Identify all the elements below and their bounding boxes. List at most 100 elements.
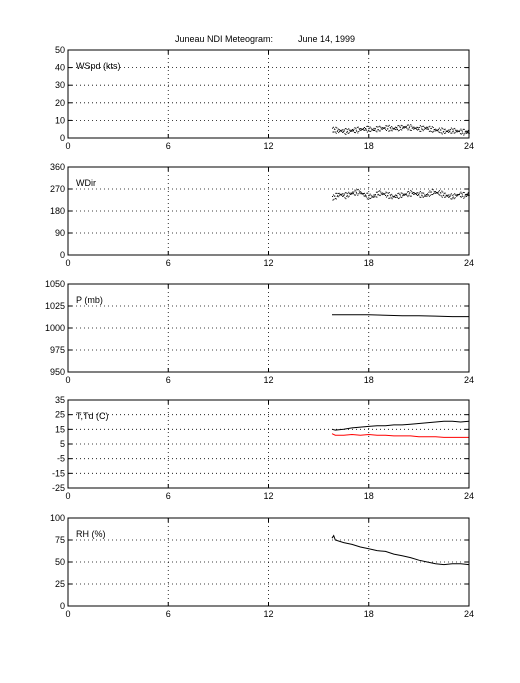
wdir-point (463, 197, 465, 199)
wdir-point (381, 193, 383, 195)
wdir-point (408, 193, 410, 195)
wdir-point (418, 192, 420, 194)
wspd-point (407, 129, 409, 131)
wdir-point (401, 192, 403, 194)
wspd-point (378, 126, 380, 128)
wspd-point (394, 128, 396, 130)
wdir-point (373, 196, 375, 198)
panel-label-wspd: WSpd (kts) (76, 61, 121, 71)
wspd-point (348, 128, 350, 130)
wspd-point (351, 130, 353, 132)
wspd-point (388, 130, 390, 132)
wdir-point (409, 191, 411, 193)
wspd-point (461, 131, 463, 133)
wspd-point (463, 128, 465, 130)
wdir-point (450, 193, 452, 195)
wspd-point (364, 127, 366, 129)
wspd-point (341, 130, 343, 132)
wdir-point (376, 196, 378, 198)
wspd-point (421, 128, 423, 130)
wspd-point (344, 133, 346, 135)
wdir-point (447, 195, 449, 197)
wdir-point (400, 196, 402, 198)
wdir-point (377, 193, 379, 195)
x-tick-label: 18 (364, 375, 374, 385)
wspd-point (460, 128, 462, 130)
wspd-point (385, 130, 387, 132)
wdir-point (372, 195, 374, 197)
wdir-point (458, 194, 460, 196)
wdir-point (408, 194, 410, 196)
wspd-point (405, 126, 407, 128)
wspd-point (390, 127, 392, 129)
panel-label-pressure: P (mb) (76, 295, 103, 305)
wspd-point (376, 131, 378, 133)
wspd-point (384, 127, 386, 129)
wdir-point (412, 192, 414, 194)
y-tick-label: -5 (57, 454, 65, 464)
wspd-point (431, 131, 433, 133)
wdir-point (355, 190, 357, 192)
wdir-point (445, 196, 447, 198)
wdir-point (372, 196, 374, 198)
wspd-point (347, 129, 349, 131)
wdir-point (454, 197, 456, 199)
wdir-point (342, 195, 344, 197)
wspd-point (392, 128, 394, 130)
wspd-point (357, 126, 359, 128)
wspd-point (372, 128, 374, 130)
wdir-point (406, 191, 408, 193)
wdir-point (432, 193, 434, 195)
wdir-point (351, 192, 353, 194)
wspd-point (353, 128, 355, 130)
wspd-point (367, 130, 369, 132)
wspd-point (341, 129, 343, 131)
wdir-point (447, 194, 449, 196)
wdir-point (456, 195, 458, 197)
wspd-point (376, 126, 378, 128)
wspd-point (441, 127, 443, 129)
wdir-point (358, 190, 360, 192)
wdir-point (356, 193, 358, 195)
wspd-point (413, 126, 415, 128)
wdir-point (354, 194, 356, 196)
x-tick-label: 12 (263, 258, 273, 268)
panel-ttd: 0 6 12 18 24 -25 -15 -5 5 15 25 35 T,Td (C) (52, 395, 474, 501)
wspd-point (334, 131, 336, 133)
wdir-point (350, 192, 352, 194)
wspd-point (350, 129, 352, 131)
wdir-point (407, 196, 409, 198)
wspd-point (450, 132, 452, 134)
wspd-point (332, 126, 334, 128)
wspd-point (381, 128, 383, 130)
wspd-point (389, 126, 391, 128)
wdir-point (370, 197, 372, 199)
wspd-point (422, 125, 424, 127)
y-tick-label: 20 (55, 98, 65, 108)
wdir-point (374, 194, 376, 196)
wspd-point (405, 125, 407, 127)
wspd-point (334, 128, 336, 130)
wdir-point (399, 193, 401, 195)
wspd-point (447, 131, 449, 133)
wspd-point (440, 129, 442, 131)
wspd-point (404, 126, 406, 128)
wdir-point (435, 192, 437, 194)
wdir-point (466, 195, 468, 197)
wdir-point (395, 196, 397, 198)
wdir-point (332, 199, 334, 201)
x-tick-label: 12 (263, 609, 273, 619)
wspd-point (423, 128, 425, 130)
wspd-point (459, 133, 461, 135)
wdir-point (369, 193, 371, 195)
wdir-point (426, 193, 428, 195)
wspd-point (337, 130, 339, 132)
wspd-point (408, 126, 410, 128)
wdir-point (389, 194, 391, 196)
wdir-point (456, 193, 458, 195)
ttd-series-line-0 (331, 420, 470, 431)
wdir-point (443, 194, 445, 196)
wspd-point (401, 125, 403, 127)
